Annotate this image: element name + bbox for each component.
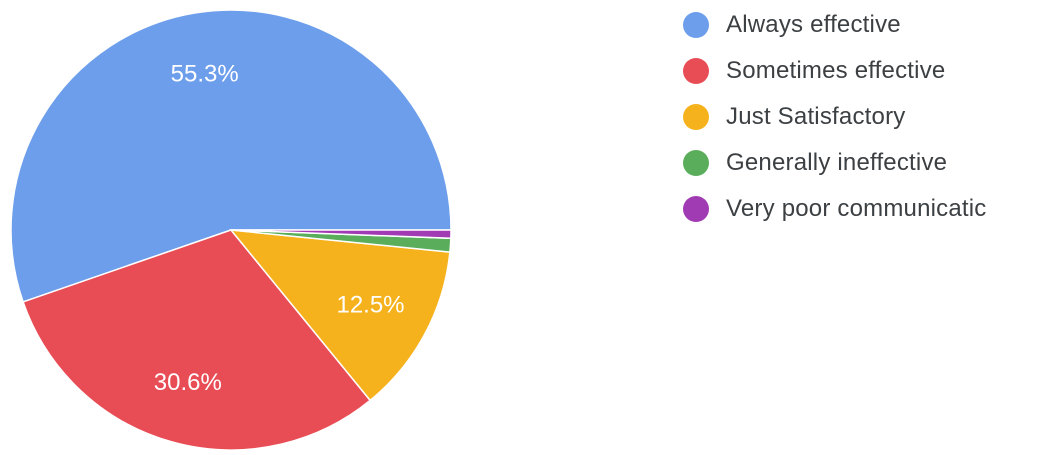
legend-label: Very poor communicatic xyxy=(726,195,987,222)
pie-slice-very-poor-communicatic xyxy=(230,229,452,240)
legend-swatch xyxy=(683,12,709,38)
pie-slice-sometimes-effective xyxy=(22,229,372,451)
legend-swatch xyxy=(683,196,709,222)
legend-label: Sometimes effective xyxy=(726,57,946,84)
slice-value-label: 12.5% xyxy=(336,292,404,319)
slice-value-label: 55.3% xyxy=(171,60,239,87)
chart-legend: Always effective Sometimes effective Just … xyxy=(683,2,987,232)
slice-value-label: 30.6% xyxy=(154,369,222,396)
legend-swatch xyxy=(683,150,709,176)
legend-item-just-satisfactory: Just Satisfactory xyxy=(683,94,987,140)
legend-item-sometimes-effective: Sometimes effective xyxy=(683,48,987,94)
legend-swatch xyxy=(683,58,709,84)
pie-slice-always-effective xyxy=(10,9,452,303)
pie-slice-just-satisfactory xyxy=(229,229,451,402)
legend-item-always-effective: Always effective xyxy=(683,2,987,48)
legend-item-very-poor-communicatic: Very poor communicatic xyxy=(683,186,987,232)
legend-item-generally-ineffective: Generally ineffective xyxy=(683,140,987,186)
legend-label: Just Satisfactory xyxy=(726,103,906,130)
legend-label: Always effective xyxy=(726,11,901,38)
legend-swatch xyxy=(683,104,709,130)
legend-label: Generally ineffective xyxy=(726,149,948,176)
